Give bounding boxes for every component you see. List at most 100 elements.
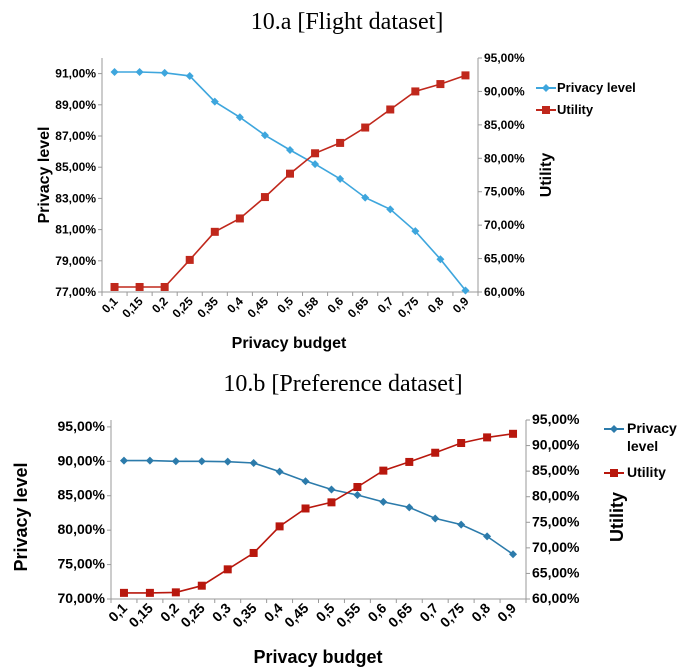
left-tick-label: 79,00% <box>55 254 96 268</box>
data-point <box>223 457 232 466</box>
data-point <box>457 520 466 529</box>
right-tick-label: 75,00% <box>484 185 525 199</box>
legend-label-privacy-level: Privacy level <box>627 420 681 454</box>
right-tick-label: 90,00% <box>532 437 580 453</box>
data-point <box>110 282 119 291</box>
data-point <box>386 105 395 114</box>
x-tick-label: 0,8 <box>468 600 493 625</box>
right-tick-label: 80,00% <box>484 151 525 165</box>
series-line <box>114 71 467 291</box>
x-tick-label: 0,4 <box>224 294 246 316</box>
chart-title: 10.b [Preference dataset] <box>223 371 462 397</box>
right-tick-label: 65,00% <box>484 252 525 266</box>
legend-marker-utility <box>542 106 550 114</box>
data-point <box>436 255 445 264</box>
x-tick-label: 0,65 <box>345 294 372 321</box>
legend-marker-privacy-level <box>610 425 618 433</box>
left-tick-label: 90,00% <box>58 452 106 468</box>
data-point <box>135 68 144 77</box>
left-tick-label: 81,00% <box>55 223 96 237</box>
data-point <box>361 193 370 202</box>
left-tick-label: 80,00% <box>58 521 106 537</box>
right-tick-label: 85,00% <box>532 462 580 478</box>
series-line <box>124 459 514 555</box>
data-point <box>301 504 310 513</box>
left-tick-label: 77,00% <box>55 285 96 299</box>
data-point <box>210 227 219 236</box>
data-point <box>405 503 414 512</box>
data-point <box>135 282 144 291</box>
data-point <box>327 485 336 494</box>
data-point <box>311 149 320 158</box>
x-tick-label: 0,45 <box>281 600 312 631</box>
right-tick-label: 70,00% <box>484 218 525 232</box>
data-point <box>235 113 244 122</box>
left-tick-label: 87,00% <box>55 129 96 143</box>
x-tick-label: 0,58 <box>295 294 322 321</box>
left-tick-label: 89,00% <box>55 98 96 112</box>
data-point <box>483 433 492 442</box>
x-tick-label: 0,8 <box>425 294 447 316</box>
x-tick-label: 0,15 <box>119 294 146 321</box>
data-point <box>431 448 440 457</box>
data-point <box>160 282 169 291</box>
x-tick-label: 0,25 <box>177 600 208 631</box>
y2-axis-label: Utility <box>607 492 627 542</box>
y-axis-label: Privacy level <box>11 462 31 571</box>
x-tick-label: 0,25 <box>169 294 196 321</box>
right-tick-label: 80,00% <box>532 488 580 504</box>
data-point <box>249 459 258 468</box>
x-tick-label: 0,7 <box>375 294 397 316</box>
data-point <box>185 255 194 264</box>
data-point <box>336 174 345 183</box>
right-tick-label: 60,00% <box>532 590 580 606</box>
data-point <box>411 227 420 236</box>
x-tick-label: 0,5 <box>274 294 296 316</box>
left-tick-label: 85,00% <box>55 160 96 174</box>
chart-flight: 10.a [Flight dataset] 77,00% 79,00% 81,00%… <box>36 9 636 352</box>
series-line <box>114 74 466 288</box>
data-point <box>119 456 128 465</box>
data-point <box>509 429 518 438</box>
x-tick-label: 0,9 <box>494 600 519 625</box>
right-tick-label: 75,00% <box>532 513 580 529</box>
data-point <box>386 205 395 214</box>
data-point <box>197 457 206 466</box>
data-point <box>119 588 128 597</box>
data-point <box>411 87 420 96</box>
data-point <box>361 123 370 132</box>
right-tick-label: 95,00% <box>532 411 580 427</box>
data-point <box>210 97 219 106</box>
data-point <box>457 439 466 448</box>
chart-preference: 10.b [Preference dataset] 70,00% 75,00% 80… <box>11 371 681 667</box>
data-point <box>197 581 206 590</box>
data-point <box>461 71 470 80</box>
x-tick-label: 0,35 <box>229 600 260 631</box>
x-tick-label: 0,2 <box>149 294 171 316</box>
data-point <box>235 214 244 223</box>
legend-label-utility: Utility <box>627 464 666 480</box>
data-point <box>171 588 180 597</box>
right-tick-label: 60,00% <box>484 285 525 299</box>
legend-label-utility: Utility <box>557 102 594 117</box>
right-tick-label: 65,00% <box>532 564 580 580</box>
x-tick-label: 0,75 <box>395 294 422 321</box>
data-point <box>379 497 388 506</box>
x-tick-label: 0,15 <box>125 600 156 631</box>
chart-title: 10.a [Flight dataset] <box>251 9 444 35</box>
data-point <box>483 532 492 541</box>
data-point <box>160 68 169 77</box>
x-tick-label: 0,75 <box>437 600 468 631</box>
x-axis-ticks: 0,10,15 0,20,25 0,30,35 0,40,45 0,50,55 0,60,… <box>105 599 527 631</box>
data-point <box>431 514 440 523</box>
plot-area <box>110 68 470 295</box>
data-point <box>405 457 414 466</box>
x-tick-label: 0,55 <box>333 600 364 631</box>
plot-area <box>119 429 518 597</box>
data-point <box>353 482 362 491</box>
legend: Privacy level Utility <box>604 420 681 480</box>
left-tick-label: 85,00% <box>58 487 106 503</box>
data-point <box>461 286 470 295</box>
legend-label-privacy-level: Privacy level <box>557 80 636 95</box>
data-point <box>185 71 194 80</box>
